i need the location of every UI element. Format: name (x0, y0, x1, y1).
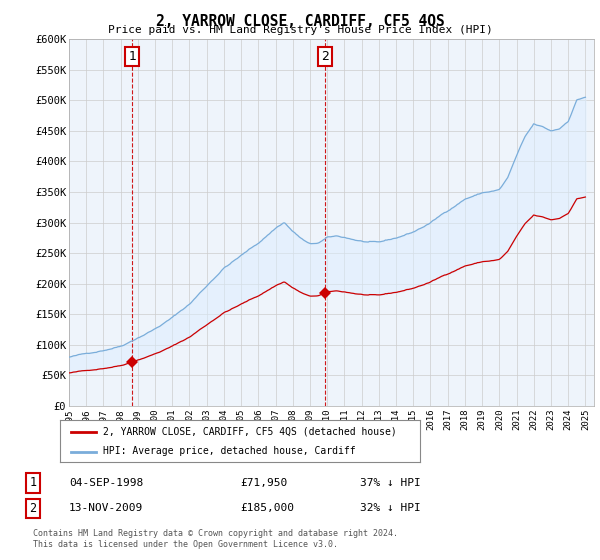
Text: 13-NOV-2009: 13-NOV-2009 (69, 503, 143, 514)
Text: 32% ↓ HPI: 32% ↓ HPI (360, 503, 421, 514)
Text: 04-SEP-1998: 04-SEP-1998 (69, 478, 143, 488)
Text: Contains HM Land Registry data © Crown copyright and database right 2024.: Contains HM Land Registry data © Crown c… (33, 529, 398, 538)
Text: 1: 1 (128, 50, 136, 63)
Text: HPI: Average price, detached house, Cardiff: HPI: Average price, detached house, Card… (103, 446, 356, 456)
Text: Price paid vs. HM Land Registry's House Price Index (HPI): Price paid vs. HM Land Registry's House … (107, 25, 493, 35)
Text: 2: 2 (321, 50, 329, 63)
Text: £185,000: £185,000 (240, 503, 294, 514)
Text: 37% ↓ HPI: 37% ↓ HPI (360, 478, 421, 488)
Text: This data is licensed under the Open Government Licence v3.0.: This data is licensed under the Open Gov… (33, 540, 338, 549)
Text: £71,950: £71,950 (240, 478, 287, 488)
Text: 1: 1 (29, 476, 37, 489)
Text: 2, YARROW CLOSE, CARDIFF, CF5 4QS (detached house): 2, YARROW CLOSE, CARDIFF, CF5 4QS (detac… (103, 427, 397, 437)
Text: 2: 2 (29, 502, 37, 515)
Text: 2, YARROW CLOSE, CARDIFF, CF5 4QS: 2, YARROW CLOSE, CARDIFF, CF5 4QS (155, 14, 445, 29)
